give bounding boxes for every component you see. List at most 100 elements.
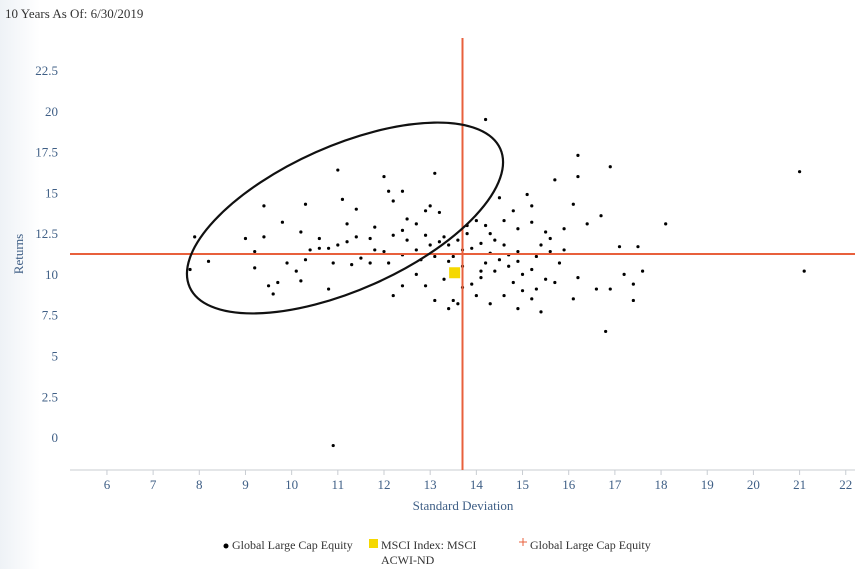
point xyxy=(345,222,349,226)
point xyxy=(206,259,211,263)
point xyxy=(553,178,557,182)
point xyxy=(802,269,806,273)
point xyxy=(497,258,502,262)
point xyxy=(414,272,418,276)
legend-dot xyxy=(223,543,229,549)
point xyxy=(382,174,386,179)
point xyxy=(331,443,335,448)
point xyxy=(391,199,395,203)
point xyxy=(354,235,358,239)
point xyxy=(423,284,428,288)
point xyxy=(303,202,308,206)
point xyxy=(405,217,409,221)
point xyxy=(548,249,552,254)
point xyxy=(414,248,418,252)
y-tick-label: 7.5 xyxy=(42,308,58,323)
point xyxy=(479,276,483,280)
point xyxy=(608,165,612,169)
point xyxy=(354,207,358,211)
point xyxy=(604,329,608,334)
x-tick-label: 14 xyxy=(470,477,484,492)
point xyxy=(382,249,386,254)
point xyxy=(539,310,543,314)
point xyxy=(640,269,645,273)
point xyxy=(534,287,538,291)
point xyxy=(479,241,483,246)
point xyxy=(437,210,442,215)
point xyxy=(493,269,497,273)
point xyxy=(326,287,331,291)
point xyxy=(617,245,622,249)
point xyxy=(400,228,405,232)
point xyxy=(553,280,557,285)
x-tick-label: 22 xyxy=(839,477,852,492)
point xyxy=(544,277,548,281)
point xyxy=(483,223,488,228)
x-tick-label: 12 xyxy=(378,477,391,492)
point xyxy=(336,168,340,172)
point xyxy=(493,238,497,242)
point xyxy=(373,248,377,252)
point xyxy=(317,236,321,241)
point xyxy=(285,261,289,265)
y-tick-label: 2.5 xyxy=(42,389,58,404)
point xyxy=(530,297,534,301)
point xyxy=(345,240,349,244)
point xyxy=(368,261,372,265)
point xyxy=(405,238,409,242)
point xyxy=(507,264,511,268)
point xyxy=(262,204,266,208)
point xyxy=(474,218,478,223)
x-tick-label: 17 xyxy=(608,477,622,492)
point xyxy=(433,171,437,175)
point xyxy=(664,222,668,226)
point xyxy=(488,232,492,236)
x-tick-label: 10 xyxy=(285,477,298,492)
point xyxy=(631,298,635,303)
point xyxy=(373,225,377,229)
legend-square xyxy=(369,539,378,548)
point xyxy=(359,256,363,260)
point xyxy=(599,214,603,218)
point xyxy=(511,280,515,285)
point xyxy=(456,238,460,242)
point xyxy=(451,298,455,303)
point xyxy=(340,197,345,201)
point xyxy=(400,189,405,193)
point xyxy=(437,240,442,244)
point xyxy=(193,235,197,239)
point xyxy=(350,262,354,267)
y-tick-label: 0 xyxy=(52,430,59,445)
point xyxy=(470,282,474,286)
point xyxy=(266,284,271,288)
x-tick-label: 13 xyxy=(424,477,437,492)
point xyxy=(423,233,428,237)
point xyxy=(428,243,432,247)
highlight-ellipse xyxy=(185,121,505,315)
point xyxy=(585,222,589,226)
point xyxy=(336,243,340,247)
y-tick-label: 17.5 xyxy=(35,145,58,160)
point xyxy=(622,272,626,276)
x-axis-label: Standard Deviation xyxy=(413,498,514,513)
point xyxy=(253,249,257,254)
legend-item: Global Large Cap Equity xyxy=(222,538,353,553)
x-tick-label: 20 xyxy=(747,477,760,492)
point xyxy=(276,280,280,285)
point xyxy=(488,302,492,306)
point xyxy=(271,292,275,296)
point xyxy=(447,307,451,311)
point xyxy=(631,282,635,286)
point xyxy=(502,243,506,247)
x-tick-label: 9 xyxy=(242,477,249,492)
point xyxy=(516,227,520,231)
point xyxy=(520,289,525,293)
point xyxy=(262,235,266,239)
x-tick-label: 8 xyxy=(196,477,203,492)
point xyxy=(368,236,372,241)
point xyxy=(188,267,192,272)
point xyxy=(534,254,538,259)
point xyxy=(530,204,534,208)
